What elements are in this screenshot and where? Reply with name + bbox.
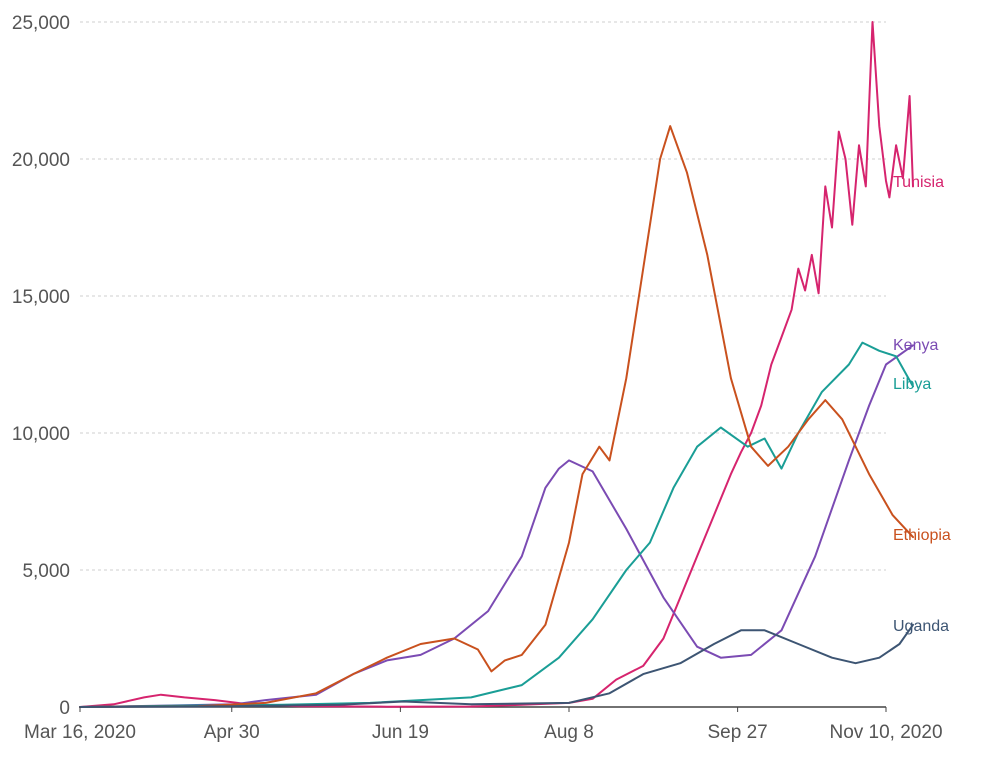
series-label-uganda: Uganda bbox=[893, 618, 949, 635]
x-tick-label: Mar 16, 2020 bbox=[24, 722, 136, 743]
series-line-libya bbox=[79, 341, 914, 708]
series-line-uganda bbox=[79, 623, 914, 708]
series-label-ethiopia: Ethiopia bbox=[893, 527, 951, 544]
grid-lines bbox=[80, 21, 886, 571]
y-axis-ticks: 0 5,000 10,000 15,000 20,000 25,000 bbox=[12, 13, 70, 719]
series-line-tunisia bbox=[79, 21, 914, 708]
y-tick-label: 5,000 bbox=[22, 561, 70, 582]
series-label-tunisia: Tunisia bbox=[893, 174, 944, 191]
x-tick-label: Jun 19 bbox=[372, 722, 429, 743]
series-line-ethiopia bbox=[79, 125, 914, 708]
y-tick-label: 25,000 bbox=[12, 13, 70, 34]
y-tick-label: 15,000 bbox=[12, 287, 70, 308]
x-tick-label: Sep 27 bbox=[707, 722, 767, 743]
x-tick-label: Nov 10, 2020 bbox=[829, 722, 942, 743]
series-lines bbox=[79, 21, 914, 708]
y-tick-label: 0 bbox=[59, 698, 70, 719]
y-tick-label: 10,000 bbox=[12, 424, 70, 445]
series-label-libya: Libya bbox=[893, 376, 931, 393]
x-tick-label: Aug 8 bbox=[544, 722, 594, 743]
series-label-kenya: Kenya bbox=[893, 337, 938, 354]
series-labels: Tunisia Kenya Libya Ethiopia Uganda bbox=[893, 174, 951, 635]
x-tick-label: Apr 30 bbox=[204, 722, 260, 743]
series-line-kenya bbox=[79, 344, 914, 708]
x-axis-ticks: Mar 16, 2020 Apr 30 Jun 19 Aug 8 Sep 27 Nov 1… bbox=[24, 707, 943, 743]
y-tick-label: 20,000 bbox=[12, 150, 70, 171]
